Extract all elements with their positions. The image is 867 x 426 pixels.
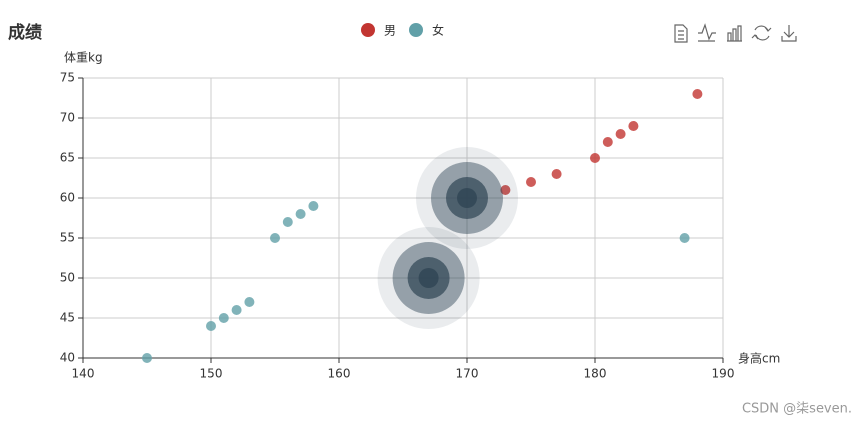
scatter-point bbox=[551, 169, 562, 179]
x-axis-label: 身高cm bbox=[738, 351, 780, 366]
scatter-point bbox=[295, 209, 306, 219]
watermark: CSDN @柒seven. bbox=[742, 402, 852, 417]
scatter-point bbox=[282, 217, 293, 227]
scatter-point bbox=[418, 268, 439, 288]
x-tick-label: 190 bbox=[712, 367, 735, 381]
x-tick-label: 140 bbox=[72, 367, 95, 381]
x-tick-label: 160 bbox=[328, 367, 351, 381]
scatter-point bbox=[602, 137, 613, 147]
y-tick-label: 70 bbox=[60, 111, 75, 125]
y-tick-label: 60 bbox=[60, 191, 75, 205]
scatter-point bbox=[628, 121, 639, 131]
toolbox bbox=[674, 23, 797, 43]
legend-marker bbox=[409, 23, 423, 37]
scatter-point bbox=[308, 201, 319, 211]
x-tick-label: 150 bbox=[200, 367, 223, 381]
chart-title: 成绩 bbox=[8, 22, 42, 43]
scatter-point bbox=[206, 321, 216, 331]
scatter-point bbox=[270, 233, 280, 243]
legend-label: 男 bbox=[384, 24, 396, 38]
scatter-point bbox=[457, 188, 477, 208]
line-switch-button[interactable] bbox=[698, 23, 716, 42]
legend-marker bbox=[361, 23, 375, 37]
data-view-button[interactable] bbox=[674, 24, 688, 43]
scatter-point bbox=[526, 177, 536, 187]
y-tick-label: 45 bbox=[60, 311, 75, 325]
scatter-point bbox=[500, 185, 511, 195]
x-tick-label: 180 bbox=[584, 367, 607, 381]
y-tick-label: 65 bbox=[60, 151, 75, 165]
y-tick-label: 75 bbox=[60, 71, 75, 85]
y-tick-label: 50 bbox=[60, 271, 75, 285]
legend-label: 女 bbox=[432, 23, 444, 38]
y-tick-label: 55 bbox=[60, 231, 75, 245]
scatter-point bbox=[590, 153, 600, 163]
y-axis-label: 体重kg bbox=[64, 51, 103, 65]
scatter-point bbox=[142, 353, 152, 363]
scatter-point bbox=[615, 129, 626, 139]
bar-switch-button[interactable] bbox=[727, 25, 742, 42]
restore-button[interactable] bbox=[751, 25, 772, 41]
scatter-point bbox=[218, 313, 229, 323]
y-tick-label: 40 bbox=[60, 351, 75, 365]
scatter-point bbox=[679, 233, 690, 243]
scatter-point bbox=[692, 89, 703, 99]
save-image-button[interactable] bbox=[781, 25, 797, 42]
scatter-point bbox=[244, 297, 255, 307]
x-tick-label: 170 bbox=[456, 367, 479, 381]
scatter-point bbox=[231, 305, 242, 315]
